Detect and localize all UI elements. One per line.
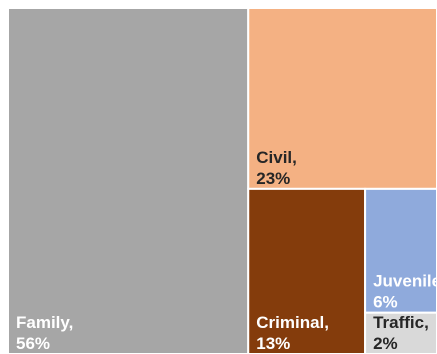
tile-civil-name: Civil, xyxy=(256,148,297,167)
tile-civil-label: Civil, 23% xyxy=(256,148,297,188)
tile-civil-value: 23% xyxy=(256,169,290,188)
tile-family-rect xyxy=(7,7,250,354)
tile-criminal-rect xyxy=(247,187,367,354)
tile-criminal-name: Criminal, xyxy=(256,313,329,332)
tile-traffic: Traffic, 2% xyxy=(364,311,437,354)
tile-juvenile-label: Juvenile, 6% xyxy=(373,272,437,312)
tile-civil: Civil, 23% xyxy=(247,7,437,190)
tile-traffic-name: Traffic, xyxy=(373,313,429,332)
tile-juvenile-value: 6% xyxy=(373,293,398,312)
tile-criminal-value: 13% xyxy=(256,334,290,353)
tile-civil-rect xyxy=(247,7,437,190)
tile-family-label: Family, 56% xyxy=(16,313,73,353)
tile-family-value: 56% xyxy=(16,334,50,353)
tile-traffic-rect xyxy=(364,311,437,354)
tile-traffic-value: 2% xyxy=(373,334,398,353)
tile-juvenile-name: Juvenile, xyxy=(373,272,437,291)
tile-criminal: Criminal, 13% xyxy=(247,187,367,354)
tile-juvenile: Juvenile, 6% xyxy=(364,187,437,314)
tile-family: Family, 56% xyxy=(7,7,250,354)
tile-criminal-label: Criminal, 13% xyxy=(256,313,329,353)
tile-family-name: Family, xyxy=(16,313,73,332)
tile-traffic-label: Traffic, 2% xyxy=(373,313,429,353)
